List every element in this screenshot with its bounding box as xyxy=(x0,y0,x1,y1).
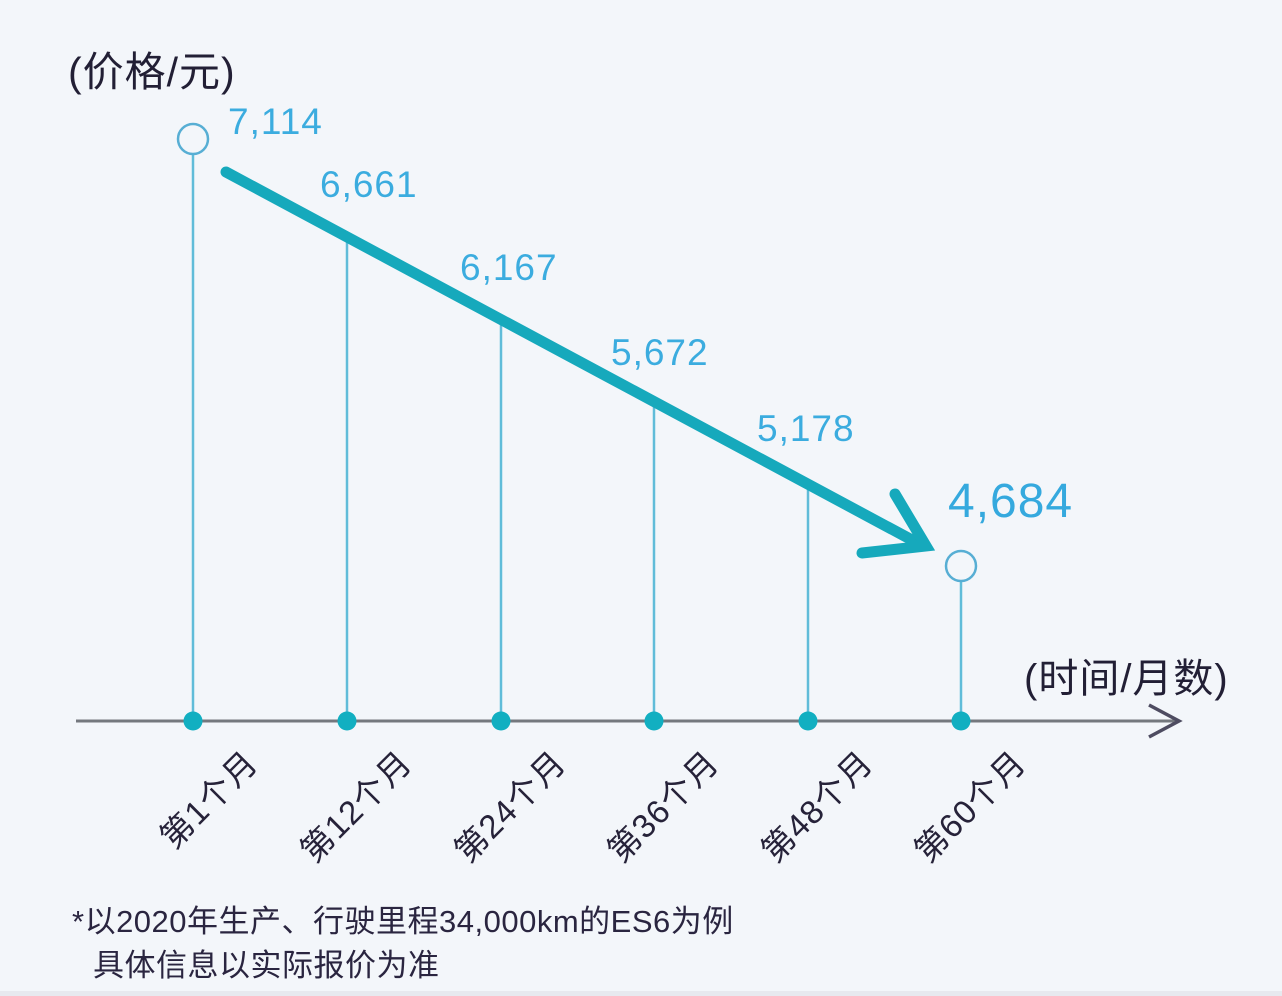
bottom-edge-strip xyxy=(0,991,1282,996)
tick-dot-month-60 xyxy=(951,711,971,731)
value-label-month-24: 6,167 xyxy=(460,247,558,288)
marker-first-point xyxy=(176,122,210,156)
x-axis-arrowhead-icon xyxy=(1148,703,1183,739)
footnote-line-2: 具体信息以实际报价为准 xyxy=(93,948,440,984)
trend-line xyxy=(220,166,918,546)
value-label-month-1: 7,114 xyxy=(228,101,323,142)
value-label-month-36: 5,672 xyxy=(611,332,709,373)
trend-arrowhead-icon xyxy=(856,488,936,559)
marker-last-point xyxy=(944,549,978,583)
tick-dot-month-24 xyxy=(491,711,511,731)
tick-dot-month-1 xyxy=(183,711,203,731)
tick-dot-month-36 xyxy=(644,711,664,731)
tick-dot-month-12 xyxy=(337,711,357,731)
y-axis-title: (价格/元) xyxy=(68,49,236,95)
footnote-line-1: *以2020年生产、行驶里程34,000km的ES6为例 xyxy=(72,904,734,939)
value-label-month-60: 4,684 xyxy=(948,475,1074,528)
tick-dot-month-48 xyxy=(798,711,818,731)
x-axis-title: (时间/月数) xyxy=(1024,657,1229,701)
value-label-month-12: 6,661 xyxy=(320,164,418,205)
value-label-month-48: 5,178 xyxy=(757,408,855,449)
footnote: *以2020年生产、行驶里程34,000km的ES6为例 具体信息以实际报价为准 xyxy=(72,900,734,989)
